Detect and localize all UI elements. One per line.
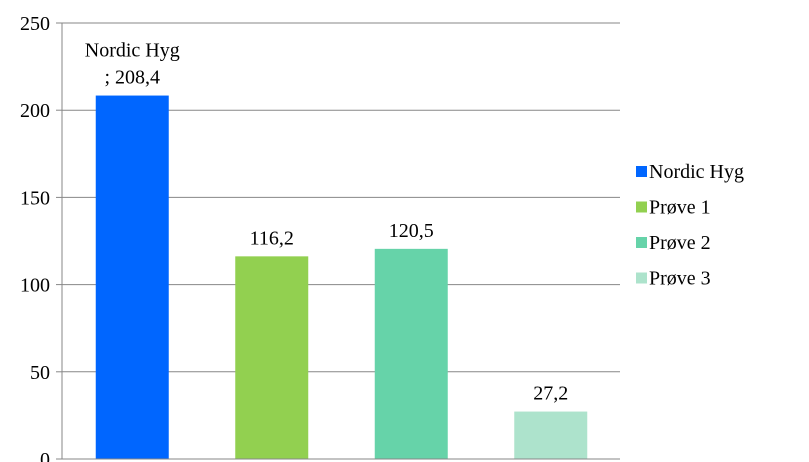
axes (56, 22, 620, 460)
legend: Nordic Hyg Prøve 1 Prøve 2 Prøve 3 (636, 161, 744, 290)
bar-2 (235, 256, 309, 459)
legend-swatch (636, 201, 647, 213)
legend-label: Prøve 3 (649, 268, 711, 290)
bars (95, 95, 588, 459)
y-tick-label: 200 (20, 100, 50, 122)
bar-1 (95, 95, 169, 459)
legend-swatch (636, 272, 647, 284)
data-labels: Nordic Hyg ; 208,4 116,2 120,5 27,2 (85, 40, 568, 405)
data-label: Nordic Hyg (85, 40, 180, 62)
bar-3 (374, 248, 448, 459)
data-label: 116,2 (250, 227, 294, 249)
y-tick-labels: 0 50 100 150 200 250 (20, 13, 50, 462)
y-tick-label: 250 (20, 13, 50, 35)
data-label: ; 208,4 (104, 67, 160, 89)
y-tick-label: 150 (20, 187, 50, 209)
y-tick-label: 50 (30, 362, 50, 384)
legend-swatch (636, 166, 647, 177)
legend-label: Nordic Hyg (649, 161, 744, 183)
legend-label: Prøve 1 (649, 197, 711, 219)
y-tick-label: 0 (40, 449, 50, 462)
data-label: 120,5 (389, 220, 434, 242)
data-label: 27,2 (533, 383, 568, 405)
bar-4 (514, 411, 588, 459)
y-tick-label: 100 (20, 275, 50, 297)
legend-label: Prøve 2 (649, 232, 711, 254)
legend-swatch (636, 237, 647, 248)
